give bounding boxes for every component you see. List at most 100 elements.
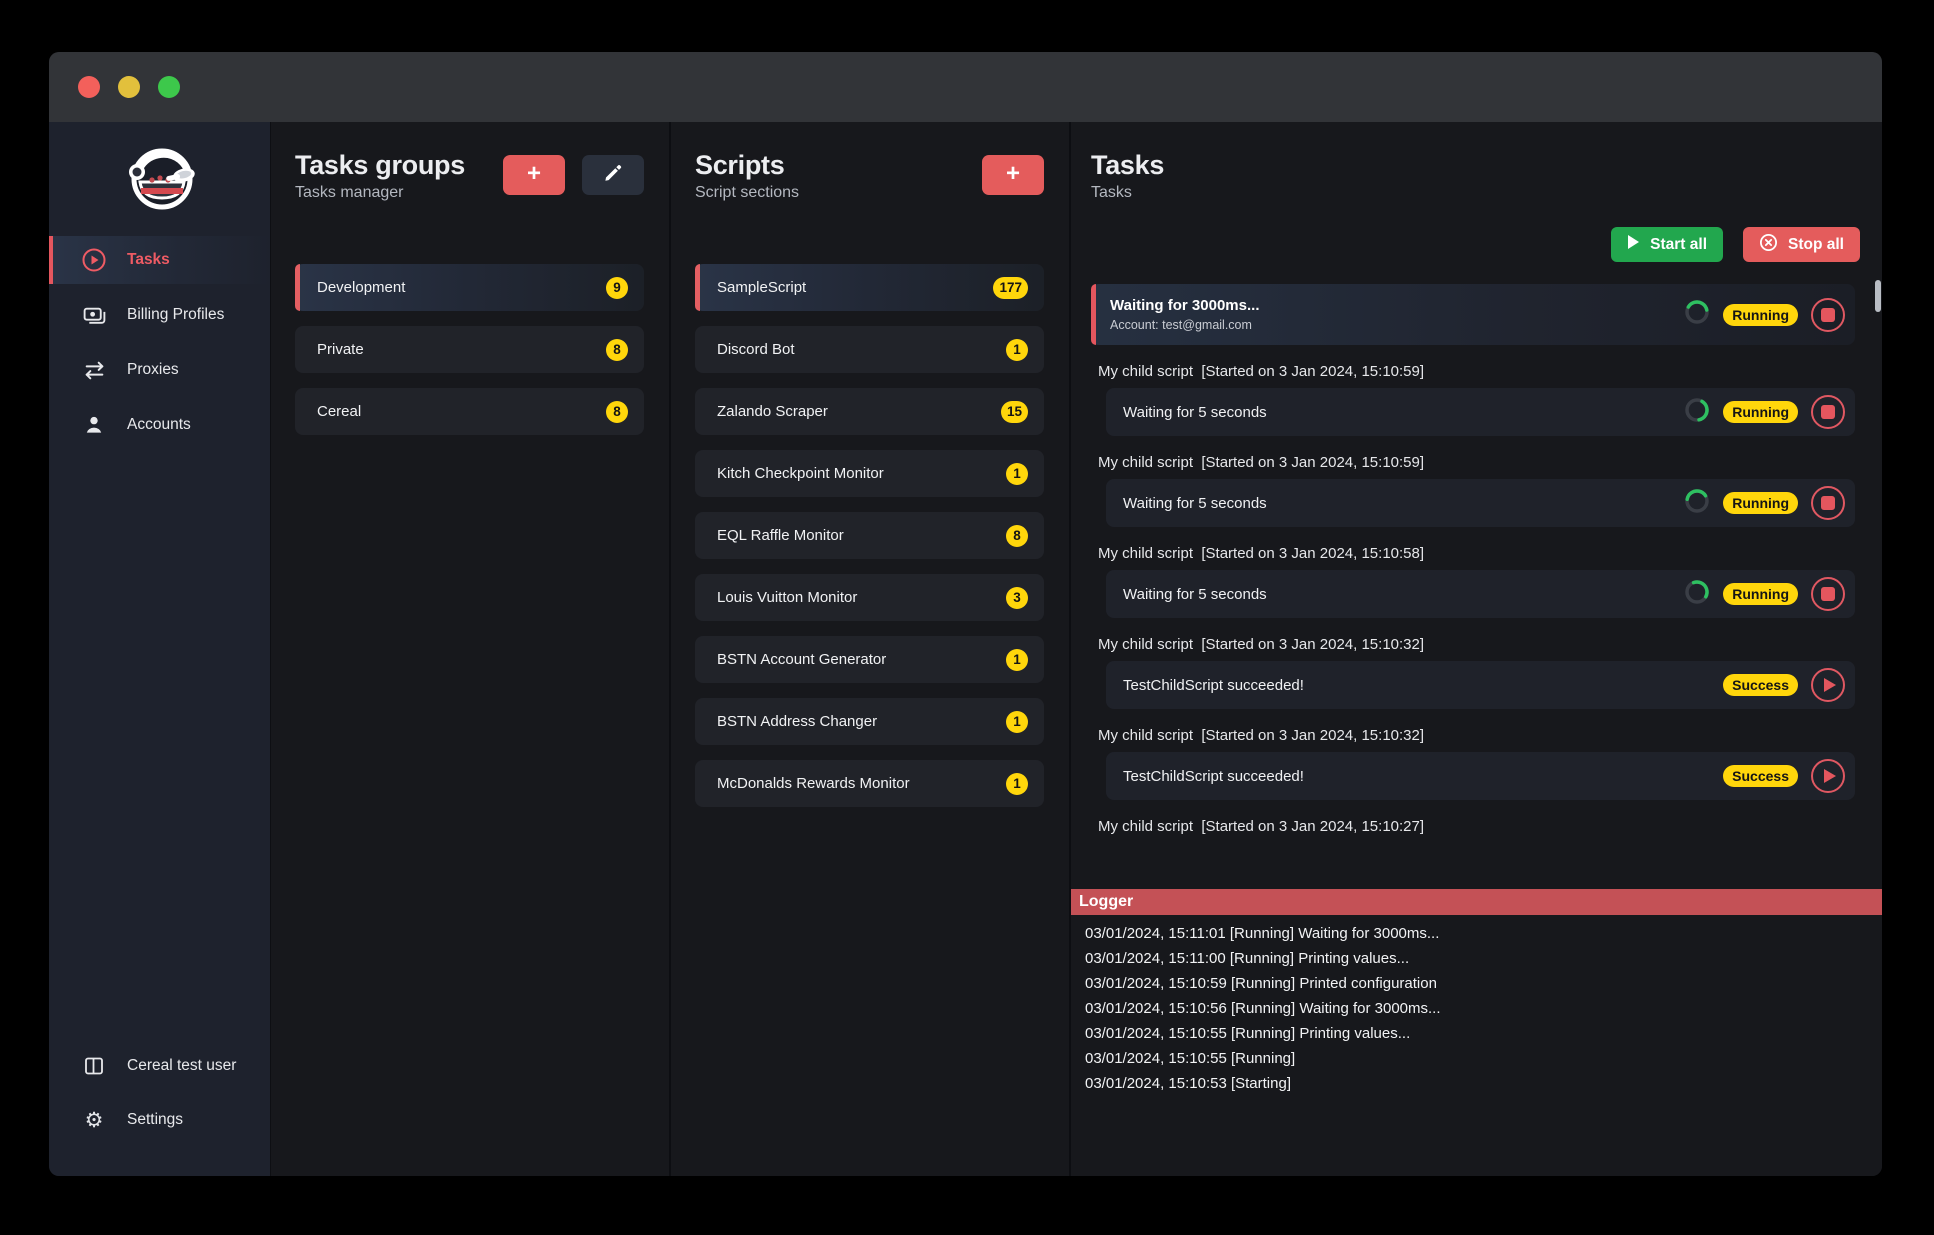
group-item-private[interactable]: Private 8 xyxy=(295,326,644,373)
script-item-bstn-account-generator[interactable]: BSTN Account Generator 1 xyxy=(695,636,1044,683)
count-badge: 8 xyxy=(1006,524,1028,547)
restart-task-button[interactable] xyxy=(1811,759,1845,793)
log-line: 03/01/2024, 15:10:55 [Running] xyxy=(1085,1050,1296,1067)
restart-task-button[interactable] xyxy=(1811,668,1845,702)
play-icon xyxy=(1823,678,1836,692)
script-item-bstn-address-changer[interactable]: BSTN Address Changer 1 xyxy=(695,698,1044,745)
spinner-icon xyxy=(1684,397,1710,428)
script-item-zalando-scraper[interactable]: Zalando Scraper 15 xyxy=(695,388,1044,435)
group-item-development[interactable]: Development 9 xyxy=(295,264,644,311)
group-item-label: Private xyxy=(317,341,364,358)
task-row-child[interactable]: TestChildScript succeeded! Success xyxy=(1106,752,1855,800)
play-circle-icon xyxy=(81,247,107,273)
stop-all-button[interactable]: Stop all xyxy=(1743,227,1860,262)
start-all-label: Start all xyxy=(1650,235,1708,253)
task-list: Waiting for 3000ms... Account: test@gmai… xyxy=(1091,284,1882,837)
script-item-label: BSTN Address Changer xyxy=(717,713,878,730)
group-item-label: Development xyxy=(317,279,406,296)
status-badge: Running xyxy=(1723,492,1798,514)
count-badge: 1 xyxy=(1006,462,1028,485)
script-item-label: Zalando Scraper xyxy=(717,403,828,420)
sidebar-footer: Cereal test user ⚙ Settings xyxy=(49,1044,270,1152)
task-text: TestChildScript succeeded! xyxy=(1123,767,1304,785)
script-item-eql-raffle-monitor[interactable]: EQL Raffle Monitor 8 xyxy=(695,512,1044,559)
script-item-label: SampleScript xyxy=(717,279,807,296)
billing-icon xyxy=(81,302,107,328)
log-line: 03/01/2024, 15:11:00 [Running] Printing … xyxy=(1085,950,1410,967)
task-row-main[interactable]: Waiting for 3000ms... Account: test@gmai… xyxy=(1091,284,1855,345)
script-item-samplescript[interactable]: SampleScript 177 xyxy=(695,264,1044,311)
play-icon xyxy=(1627,234,1640,255)
stop-icon xyxy=(1821,405,1835,419)
status-badge: Running xyxy=(1723,583,1798,605)
tasks-groups-title: Tasks groups xyxy=(295,150,465,180)
tasks-title: Tasks xyxy=(1091,150,1165,180)
add-group-button[interactable]: + xyxy=(503,155,565,195)
minimize-window-button[interactable] xyxy=(118,76,140,98)
logger-panel: Logger 03/01/2024, 15:11:01 [Running] Wa… xyxy=(1071,889,1882,1176)
script-item-louis-vuitton-monitor[interactable]: Louis Vuitton Monitor 3 xyxy=(695,574,1044,621)
status-badge: Running xyxy=(1723,303,1798,326)
sidebar-item-user[interactable]: Cereal test user xyxy=(49,1044,270,1088)
stop-task-button[interactable] xyxy=(1811,577,1845,611)
tasks-panel: Tasks Tasks Start all xyxy=(1071,122,1882,1176)
stop-task-button[interactable] xyxy=(1811,486,1845,520)
zoom-window-button[interactable] xyxy=(158,76,180,98)
child-script-label: My child script [Started on 3 Jan 2024, … xyxy=(1098,363,1425,380)
task-row-child[interactable]: Waiting for 5 seconds Running xyxy=(1106,570,1855,618)
stop-icon xyxy=(1821,496,1835,510)
group-item-cereal[interactable]: Cereal 8 xyxy=(295,388,644,435)
start-all-button[interactable]: Start all xyxy=(1611,227,1724,262)
task-account: Account: test@gmail.com xyxy=(1110,318,1252,332)
count-badge: 177 xyxy=(993,276,1028,299)
task-row-child[interactable]: Waiting for 5 seconds Running xyxy=(1106,388,1855,436)
sidebar-item-proxies[interactable]: Proxies xyxy=(49,346,270,394)
person-icon xyxy=(81,412,107,438)
script-item-kitch-checkpoint-monitor[interactable]: Kitch Checkpoint Monitor 1 xyxy=(695,450,1044,497)
scrollbar-thumb[interactable] xyxy=(1875,280,1881,312)
add-script-button[interactable]: + xyxy=(982,155,1044,195)
script-item-label: Discord Bot xyxy=(717,341,795,358)
sidebar-item-tasks[interactable]: Tasks xyxy=(49,236,270,284)
close-window-button[interactable] xyxy=(78,76,100,98)
cancel-circle-icon xyxy=(1759,233,1778,257)
log-line: 03/01/2024, 15:10:59 [Running] Printed c… xyxy=(1085,975,1437,992)
edit-group-button[interactable] xyxy=(582,155,644,195)
sidebar-nav: Tasks Billing Profiles xyxy=(49,236,270,449)
plus-icon: + xyxy=(526,160,541,187)
sidebar-item-billing-profiles[interactable]: Billing Profiles xyxy=(49,291,270,339)
script-item-label: McDonalds Rewards Monitor xyxy=(717,775,910,792)
sidebar-item-label: Billing Profiles xyxy=(127,306,225,323)
sidebar-item-label: Settings xyxy=(127,1111,184,1128)
swap-arrows-icon xyxy=(81,357,107,383)
stop-task-button[interactable] xyxy=(1811,297,1845,332)
tasks-groups-subtitle: Tasks manager xyxy=(295,184,404,201)
child-script-label: My child script [Started on 3 Jan 2024, … xyxy=(1098,454,1425,471)
task-text: TestChildScript succeeded! xyxy=(1123,676,1304,694)
scripts-panel: Scripts Script sections + SampleScript 1… xyxy=(671,122,1071,1176)
sidebar: Tasks Billing Profiles xyxy=(49,122,271,1176)
task-row-child[interactable]: Waiting for 5 seconds Running xyxy=(1106,479,1855,527)
script-item-discord-bot[interactable]: Discord Bot 1 xyxy=(695,326,1044,373)
titlebar xyxy=(49,52,1882,122)
script-item-label: BSTN Account Generator xyxy=(717,651,887,668)
count-badge: 15 xyxy=(1000,400,1028,423)
spinner-icon xyxy=(1684,579,1710,610)
task-row-child[interactable]: TestChildScript succeeded! Success xyxy=(1106,661,1855,709)
layout-icon xyxy=(81,1053,107,1079)
group-item-label: Cereal xyxy=(317,403,362,420)
sidebar-item-accounts[interactable]: Accounts xyxy=(49,401,270,449)
stop-icon xyxy=(1821,307,1835,322)
count-badge: 1 xyxy=(1006,710,1028,733)
script-item-mcdonalds-rewards-monitor[interactable]: McDonalds Rewards Monitor 1 xyxy=(695,760,1044,807)
stop-all-label: Stop all xyxy=(1788,235,1844,253)
logger-header[interactable]: Logger xyxy=(1071,889,1882,915)
gear-icon: ⚙ xyxy=(84,1108,104,1132)
scripts-subtitle: Script sections xyxy=(695,184,800,201)
child-script-label: My child script [Started on 3 Jan 2024, … xyxy=(1098,818,1425,835)
sidebar-item-settings[interactable]: ⚙ Settings xyxy=(49,1098,270,1142)
stop-icon xyxy=(1821,587,1835,601)
logger-lines: 03/01/2024, 15:11:01 [Running] Waiting f… xyxy=(1071,915,1882,1094)
task-text: Waiting for 5 seconds xyxy=(1123,403,1267,421)
stop-task-button[interactable] xyxy=(1811,395,1845,429)
